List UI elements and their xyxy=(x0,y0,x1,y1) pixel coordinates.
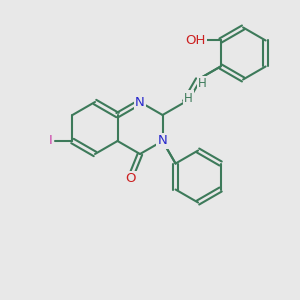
Text: O: O xyxy=(125,172,135,185)
Text: N: N xyxy=(135,95,145,109)
Text: I: I xyxy=(49,134,52,148)
Text: N: N xyxy=(158,134,167,148)
Text: H: H xyxy=(198,77,206,90)
Text: H: H xyxy=(184,92,192,104)
Text: OH: OH xyxy=(185,34,206,47)
